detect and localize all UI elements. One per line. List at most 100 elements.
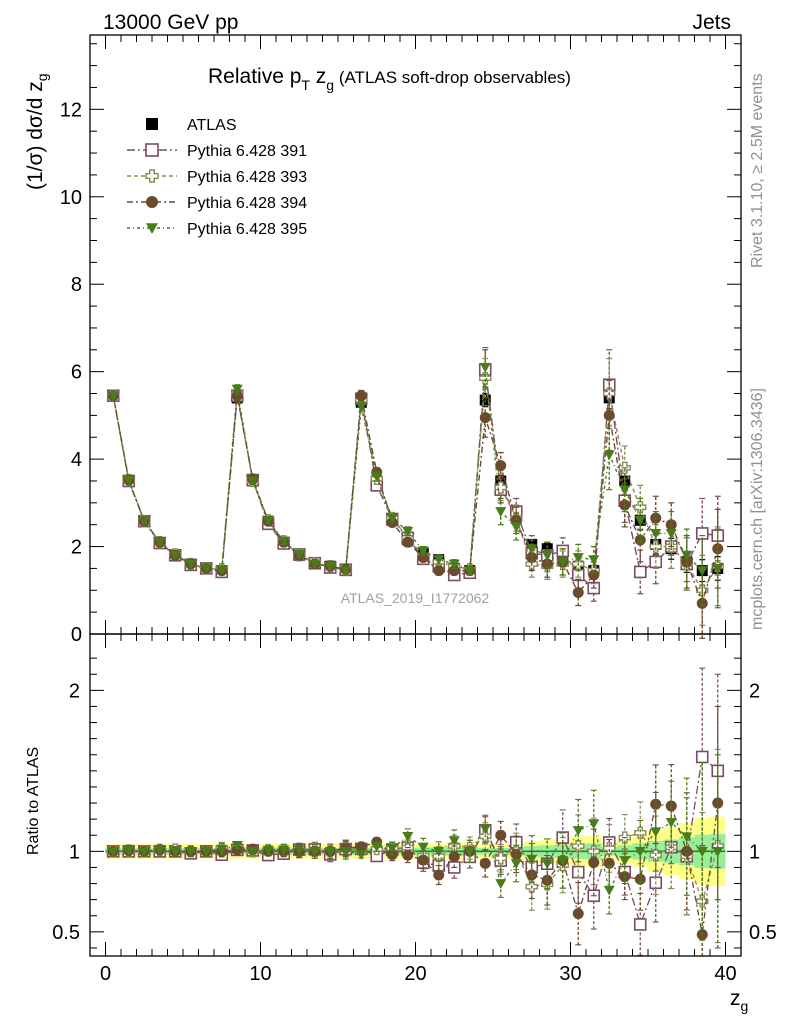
ratio-point — [495, 829, 507, 841]
ratio-y-tick-label-right: 0.5 — [749, 922, 777, 944]
ratio-point — [681, 845, 693, 857]
data-point — [541, 550, 553, 561]
main-y-tick-label: 12 — [60, 99, 82, 121]
legend-item: Pythia 6.428 394 — [127, 195, 307, 212]
ratio-point — [355, 849, 367, 860]
ratio-point — [169, 846, 181, 857]
ratio-point — [340, 846, 352, 857]
series-line — [112, 367, 718, 572]
data-point — [324, 561, 336, 572]
main-y-tick-label: 4 — [71, 449, 82, 471]
mcplots-label: mcplots.cern.ch [arXiv:1306.3436] — [749, 388, 766, 630]
data-point — [681, 556, 693, 568]
data-point — [169, 550, 181, 561]
main-y-axis-label: (1/σ) dσ/d zg — [24, 73, 50, 190]
legend-marker — [146, 118, 158, 130]
data-point — [154, 537, 166, 548]
legend-marker — [145, 169, 159, 183]
data-point — [665, 529, 677, 539]
ratio-point — [695, 750, 709, 764]
legend: ATLAS Pythia 6.428 391 Pythia 6.428 393 Pyt… — [127, 117, 307, 238]
data-point — [526, 551, 538, 563]
legend-label: Pythia 6.428 393 — [187, 169, 307, 186]
data-point — [634, 501, 647, 514]
ratio-point — [619, 856, 631, 867]
ratio-series — [106, 667, 725, 957]
y-label-main: (1/σ) dσ/d z — [24, 81, 47, 190]
ratio-point — [681, 832, 693, 843]
energy-label: 13000 GeV pp — [103, 11, 238, 34]
data-point — [107, 391, 119, 402]
ratio-point — [634, 846, 646, 857]
series-line — [112, 369, 718, 590]
ratio-frame — [89, 633, 742, 957]
data-point — [216, 565, 228, 576]
ratio-point — [107, 846, 119, 857]
data-point — [386, 513, 398, 524]
ratio-point — [433, 846, 445, 857]
title-var: z — [310, 65, 326, 88]
data-point — [417, 546, 429, 557]
ratio-line — [113, 802, 719, 935]
ratio-point — [712, 846, 724, 857]
ratio-point — [464, 846, 476, 857]
ratio-point — [324, 846, 336, 857]
ratio-y-tick-label-left: 2 — [69, 680, 80, 702]
data-point — [541, 543, 553, 555]
ratio-y-tick-labels: 0.5 0.5 1 1 2 2 — [52, 680, 777, 944]
main-y-tick-label: 8 — [71, 274, 82, 296]
data-point — [649, 540, 662, 553]
data-point — [650, 529, 662, 539]
ratio-point — [355, 841, 367, 853]
data-point — [231, 384, 243, 395]
ratio-y-tick-label-left: 0.5 — [52, 922, 80, 944]
data-point — [541, 558, 553, 570]
title-sub-t: T — [301, 77, 310, 93]
ratio-y-tick-label-right: 1 — [749, 841, 760, 863]
ratio-point — [479, 824, 491, 835]
data-point — [603, 409, 615, 421]
ratio-point — [696, 846, 708, 857]
main-y-tick-label: 0 — [71, 624, 82, 646]
data-point — [526, 544, 538, 555]
legend-label: ATLAS — [187, 117, 237, 134]
ratio-panel: 0.5 0.5 1 1 2 2 0 10 20 30 40 Ratio to ATLAS zg — [25, 633, 777, 1014]
legend-marker — [146, 196, 158, 208]
ratio-point — [541, 874, 553, 886]
ratio-y-tick-label-right: 2 — [749, 680, 760, 702]
data-point — [200, 564, 212, 574]
data-point — [433, 565, 445, 577]
x-tick-labels: 0 10 20 30 40 — [100, 963, 737, 985]
ratio-point — [634, 826, 647, 839]
data-point — [619, 485, 631, 496]
legend-marker — [146, 223, 158, 234]
data-point — [402, 526, 414, 537]
ratio-point — [526, 854, 538, 865]
ratio-point — [588, 856, 600, 868]
ratio-point — [510, 859, 522, 870]
data-point — [557, 557, 569, 568]
main-y-tick-label: 6 — [71, 362, 82, 384]
legend-item: Pythia 6.428 391 — [127, 143, 307, 160]
data-point — [185, 559, 197, 570]
ratio-line — [113, 821, 718, 892]
ratio-point — [402, 849, 414, 861]
ratio-y-tick-label-left: 1 — [69, 841, 80, 863]
ratio-y-axis-label: Ratio to ATLAS — [25, 747, 42, 855]
data-point — [696, 566, 708, 577]
legend-item: Pythia 6.428 395 — [127, 221, 307, 238]
ratio-series-pythia-6-428-391 — [106, 667, 725, 956]
data-point — [495, 507, 507, 518]
data-point — [293, 550, 305, 560]
ratio-point — [494, 852, 507, 865]
ratio-point — [712, 797, 724, 809]
x-tick-label: 10 — [249, 963, 271, 985]
data-point — [247, 476, 259, 487]
ratio-point — [557, 856, 569, 867]
series-pythia-6-428-395 — [107, 347, 724, 609]
watermark: ATLAS_2019_I1772062 — [341, 590, 490, 606]
x-tick-label: 30 — [559, 963, 581, 985]
data-point — [448, 559, 460, 570]
ratio-series-pythia-6-428-395 — [107, 754, 724, 949]
